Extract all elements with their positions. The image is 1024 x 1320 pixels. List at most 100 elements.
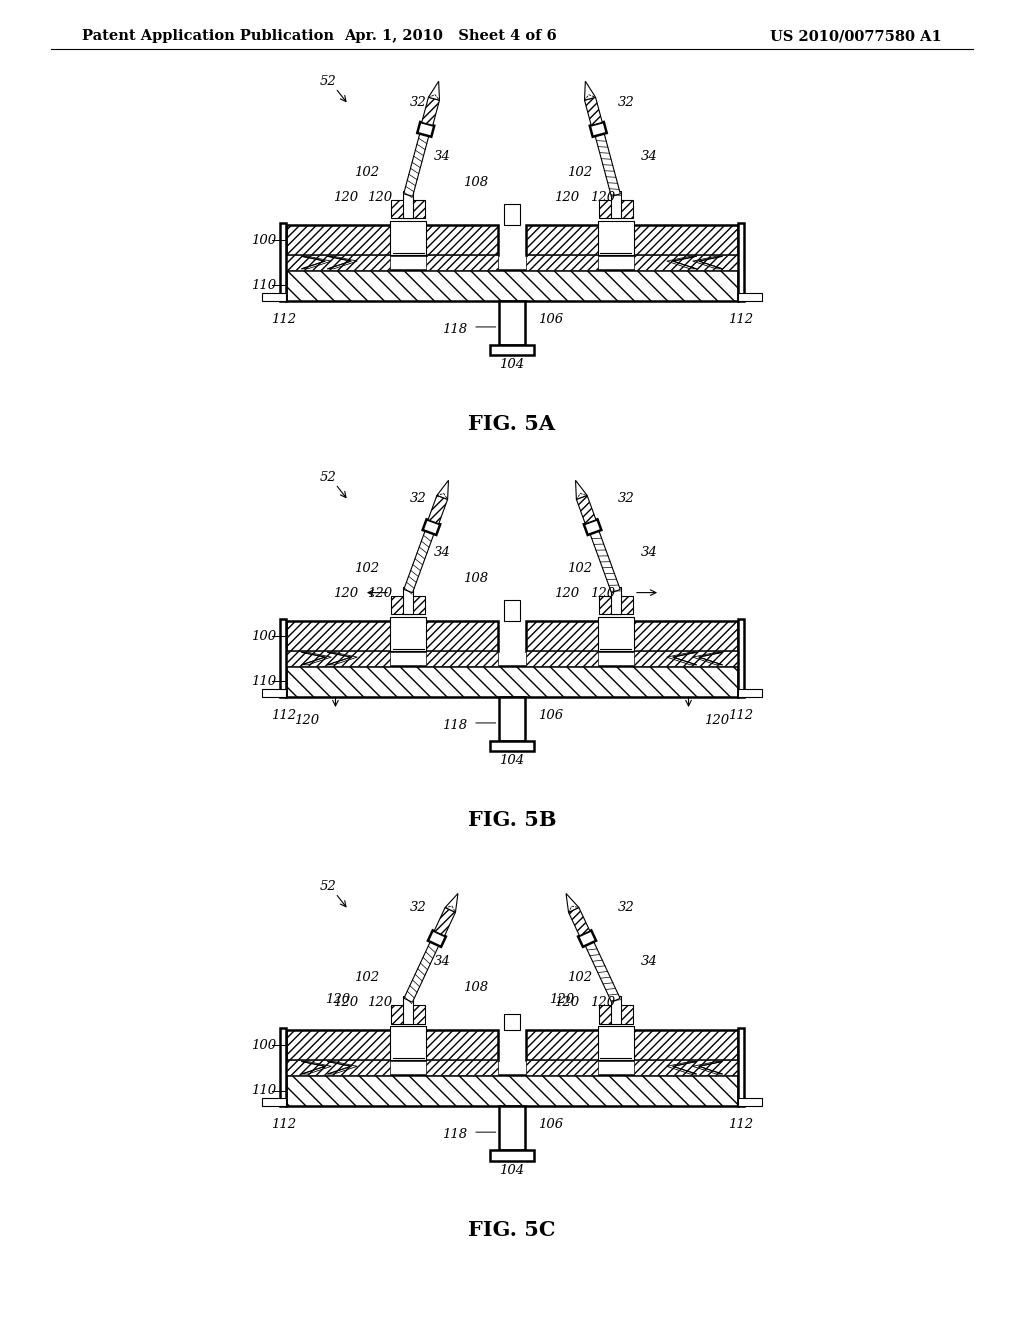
Text: 120: 120: [554, 995, 580, 1008]
Text: 34: 34: [641, 150, 658, 164]
Text: 120: 120: [549, 993, 573, 1006]
Bar: [738, 619, 744, 697]
Polygon shape: [590, 531, 621, 593]
Text: 110: 110: [251, 1084, 276, 1097]
Bar: [489, 741, 535, 751]
Text: 118: 118: [442, 323, 467, 337]
Text: 112: 112: [728, 709, 753, 722]
Text: 120: 120: [554, 190, 580, 203]
Text: 112: 112: [271, 1118, 296, 1131]
Text: 104: 104: [500, 1163, 524, 1176]
Polygon shape: [428, 495, 447, 524]
Bar: [391, 597, 425, 614]
Bar: [390, 1026, 426, 1060]
Polygon shape: [667, 652, 696, 665]
Text: 108: 108: [463, 981, 488, 994]
Text: 120: 120: [294, 714, 319, 727]
Bar: [598, 616, 634, 651]
Text: 120: 120: [590, 995, 615, 1008]
Text: 120: 120: [333, 995, 358, 1008]
Bar: [634, 1060, 738, 1074]
Bar: [286, 255, 390, 269]
Text: 106: 106: [539, 1118, 563, 1131]
Bar: [526, 1060, 598, 1074]
Bar: [634, 255, 738, 269]
Bar: [426, 1060, 498, 1074]
Polygon shape: [585, 82, 596, 100]
Bar: [262, 689, 286, 697]
Text: 102: 102: [354, 166, 379, 178]
Text: 120: 120: [333, 586, 358, 599]
Bar: [526, 255, 598, 269]
Text: 34: 34: [641, 546, 658, 560]
Bar: [280, 223, 286, 301]
Text: 110: 110: [251, 675, 276, 688]
Bar: [526, 622, 738, 651]
Bar: [599, 1006, 633, 1023]
Polygon shape: [403, 133, 429, 197]
Text: 104: 104: [500, 358, 524, 371]
Polygon shape: [328, 652, 357, 665]
Bar: [280, 619, 286, 697]
Text: 32: 32: [411, 900, 427, 913]
Bar: [526, 1031, 738, 1060]
Text: FIG. 5C: FIG. 5C: [468, 1220, 556, 1239]
Bar: [391, 201, 425, 218]
Text: 120: 120: [367, 586, 392, 599]
Text: 34: 34: [433, 956, 451, 969]
Bar: [262, 293, 286, 301]
Polygon shape: [595, 133, 621, 197]
Bar: [738, 1028, 744, 1106]
Bar: [738, 293, 762, 301]
Bar: [286, 622, 498, 651]
Text: 112: 112: [271, 313, 296, 326]
Polygon shape: [428, 931, 445, 946]
Text: 32: 32: [617, 900, 635, 913]
Bar: [611, 587, 621, 614]
Polygon shape: [417, 121, 434, 137]
Bar: [280, 1028, 286, 1106]
Bar: [599, 201, 633, 218]
Bar: [426, 255, 498, 269]
Polygon shape: [667, 256, 696, 269]
Bar: [499, 1106, 525, 1150]
Bar: [403, 191, 413, 218]
Polygon shape: [422, 98, 439, 125]
Text: 102: 102: [567, 166, 592, 178]
Polygon shape: [403, 941, 438, 1002]
Bar: [286, 1031, 498, 1060]
Polygon shape: [434, 908, 456, 936]
Bar: [504, 1014, 520, 1031]
Polygon shape: [302, 256, 332, 269]
Polygon shape: [328, 1061, 357, 1074]
Bar: [504, 205, 520, 226]
Polygon shape: [568, 908, 590, 936]
Polygon shape: [692, 652, 722, 665]
Polygon shape: [423, 519, 440, 535]
Bar: [499, 301, 525, 345]
Bar: [390, 616, 426, 651]
Text: 52: 52: [319, 471, 336, 484]
Bar: [526, 651, 598, 665]
Bar: [286, 1060, 390, 1074]
Text: 108: 108: [463, 572, 488, 585]
Polygon shape: [328, 256, 357, 269]
Text: 52: 52: [319, 880, 336, 894]
Polygon shape: [590, 121, 607, 137]
Text: 118: 118: [442, 719, 467, 733]
Text: Patent Application Publication: Patent Application Publication: [82, 29, 334, 44]
Bar: [403, 587, 413, 614]
Text: 102: 102: [567, 972, 592, 983]
Text: 100: 100: [251, 630, 276, 643]
Bar: [499, 697, 525, 741]
Polygon shape: [585, 98, 602, 125]
Bar: [286, 665, 738, 697]
Bar: [286, 269, 738, 301]
Polygon shape: [575, 480, 587, 499]
Bar: [599, 597, 633, 614]
Bar: [262, 1098, 286, 1106]
Text: Apr. 1, 2010   Sheet 4 of 6: Apr. 1, 2010 Sheet 4 of 6: [344, 29, 557, 44]
Text: 108: 108: [463, 176, 488, 189]
Polygon shape: [692, 256, 722, 269]
Text: 32: 32: [617, 491, 635, 504]
